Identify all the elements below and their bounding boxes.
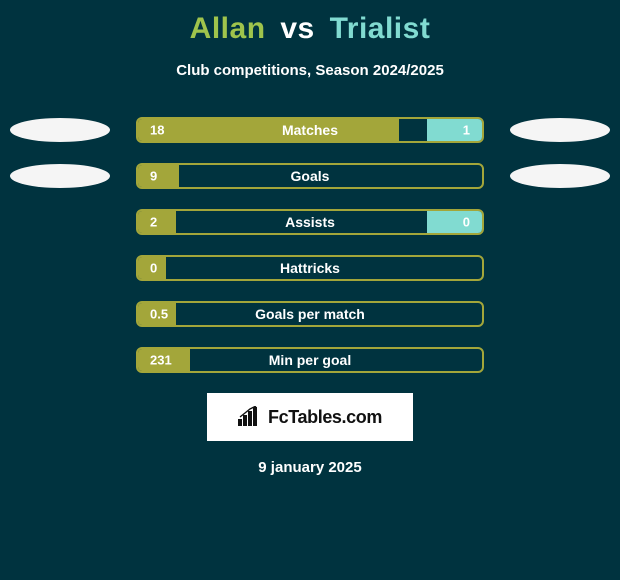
stat-bar: Hattricks0 [136, 255, 484, 281]
stat-bar: Min per goal231 [136, 347, 484, 373]
brand-name: FcTables.com [268, 407, 382, 428]
vs-text: vs [280, 12, 314, 45]
left-fill [138, 303, 176, 325]
date-text: 9 january 2025 [0, 459, 620, 476]
mid-fill [190, 349, 482, 371]
stat-row: Goals per match0.5 [0, 301, 620, 327]
stat-row: Assists20 [0, 209, 620, 235]
player1-name: Allan [190, 12, 266, 45]
right-fill [427, 119, 482, 141]
stat-bar: Goals9 [136, 163, 484, 189]
stat-row: Matches181 [0, 117, 620, 143]
page-title: Allan vs Trialist [0, 12, 620, 46]
form-ellipse-right [510, 164, 610, 188]
player2-name: Trialist [330, 12, 431, 45]
comparison-panel: Allan vs Trialist Club competitions, Sea… [0, 0, 620, 580]
stat-row: Goals9 [0, 163, 620, 189]
left-fill [138, 349, 190, 371]
stat-bar: Goals per match0.5 [136, 301, 484, 327]
stats-rows: Matches181 Goals9 Assists20 Hattricks0 Goals… [0, 117, 620, 373]
form-ellipse-left [10, 164, 110, 188]
stat-row: Hattricks0 [0, 255, 620, 281]
form-ellipse-left [10, 118, 110, 142]
form-ellipse-right [510, 118, 610, 142]
subtitle: Club competitions, Season 2024/2025 [0, 62, 620, 79]
mid-fill [176, 303, 482, 325]
right-fill [427, 211, 482, 233]
left-fill [138, 211, 176, 233]
left-fill [138, 165, 179, 187]
left-fill [138, 257, 166, 279]
stat-bar: Assists20 [136, 209, 484, 235]
mid-fill [399, 119, 427, 141]
mid-fill [179, 165, 482, 187]
mid-fill [176, 211, 427, 233]
stat-bar: Matches181 [136, 117, 484, 143]
brand-logo-box: FcTables.com [207, 393, 413, 441]
mid-fill [166, 257, 482, 279]
stat-row: Min per goal231 [0, 347, 620, 373]
left-fill [138, 119, 399, 141]
bar-chart-icon [238, 406, 262, 428]
